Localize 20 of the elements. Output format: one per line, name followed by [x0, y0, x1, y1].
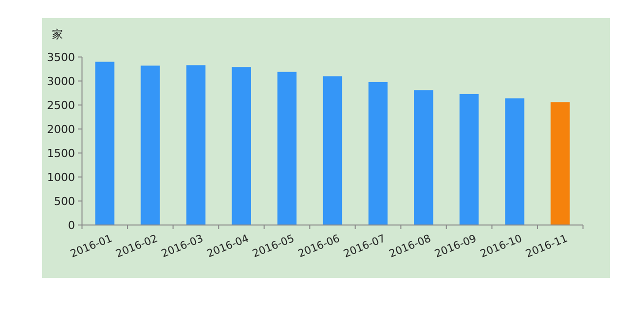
y-tick-label: 1000 — [47, 171, 75, 184]
bar — [460, 94, 479, 225]
y-tick-label: 2000 — [47, 123, 75, 136]
bar — [368, 82, 388, 225]
y-tick-label: 3000 — [47, 75, 75, 88]
bar — [186, 65, 206, 225]
y-tick-label: 2500 — [47, 99, 75, 112]
bar — [505, 98, 524, 225]
y-tick-label: 500 — [54, 195, 75, 208]
y-tick-label: 3500 — [47, 51, 75, 64]
bar — [277, 72, 297, 225]
bar — [140, 66, 160, 225]
bar — [322, 76, 342, 225]
bar — [95, 62, 114, 225]
bar — [550, 102, 570, 225]
bar — [232, 67, 251, 225]
bar — [414, 90, 434, 225]
y-tick-label: 1500 — [47, 147, 75, 160]
y-axis-title: 家 — [52, 28, 63, 41]
y-tick-label: 0 — [68, 219, 75, 232]
